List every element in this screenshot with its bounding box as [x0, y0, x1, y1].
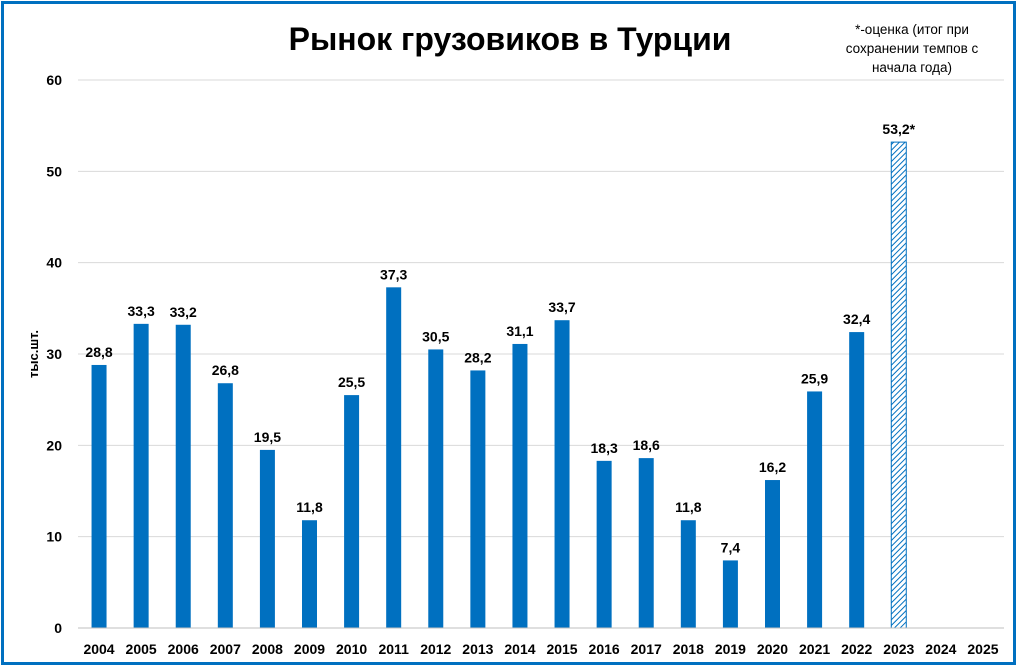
- data-label: 28,2: [464, 349, 491, 365]
- data-label: 32,4: [843, 311, 870, 327]
- data-label: 31,1: [506, 323, 533, 339]
- chart-title: Рынок грузовиков в Турции: [289, 21, 732, 57]
- y-tick-label: 20: [46, 437, 62, 453]
- y-tick-label: 50: [46, 163, 62, 179]
- x-axis-ticks: 2004 2005 2006 2007 2008 2009 2010 2011 2012 2013…: [83, 641, 998, 657]
- y-tick-label: 40: [46, 255, 62, 271]
- x-tick-label: 2023: [883, 641, 914, 657]
- y-axis-ticks: 0 10 20 30 40 50 60: [46, 72, 62, 636]
- bar: [638, 458, 654, 628]
- x-tick-label: 2021: [799, 641, 830, 657]
- x-tick-label: 2006: [168, 641, 199, 657]
- bar: [428, 349, 444, 628]
- data-label: 18,6: [633, 437, 660, 453]
- data-label: 18,3: [591, 440, 618, 456]
- bar: [302, 520, 317, 628]
- bar: [217, 383, 233, 628]
- x-tick-label: 2010: [336, 641, 367, 657]
- y-tick-label: 0: [54, 620, 62, 636]
- bar: [807, 391, 823, 628]
- x-tick-label: 2013: [462, 641, 493, 657]
- data-label: 11,8: [296, 499, 323, 515]
- y-axis-label: тыс.шт.: [26, 330, 41, 378]
- data-label: 25,5: [338, 374, 365, 390]
- data-label: 11,8: [675, 499, 702, 515]
- data-label: 33,3: [128, 303, 155, 319]
- x-tick-label: 2008: [252, 641, 283, 657]
- x-tick-label: 2024: [925, 641, 956, 657]
- data-label: 33,2: [170, 304, 197, 320]
- y-tick-label: 10: [46, 529, 62, 545]
- y-tick-label: 60: [46, 72, 62, 88]
- bar: [596, 460, 612, 628]
- data-labels: 28,8 33,3 33,2 26,8 19,5 11,8 25,5 37,3 30,5 28,2…: [85, 121, 915, 555]
- note-line: начала года): [872, 60, 952, 75]
- bar: [470, 370, 486, 628]
- bar: [91, 364, 107, 628]
- x-tick-label: 2005: [126, 641, 157, 657]
- x-tick-label: 2022: [841, 641, 872, 657]
- x-tick-label: 2025: [967, 641, 998, 657]
- estimate-note: *-оценка (итог при сохранении темпов с нач…: [846, 22, 979, 75]
- y-tick-label: 30: [46, 346, 62, 362]
- x-tick-label: 2017: [631, 641, 662, 657]
- x-tick-label: 2012: [420, 641, 451, 657]
- data-label: 30,5: [422, 328, 449, 344]
- data-label: 7,4: [721, 539, 741, 555]
- gridlines: [78, 79, 1004, 538]
- bar: [554, 320, 570, 628]
- x-tick-label: 2007: [210, 641, 241, 657]
- bar: [680, 520, 696, 628]
- x-tick-label: 2011: [378, 641, 409, 657]
- data-label: 25,9: [801, 370, 828, 386]
- bars: [91, 141, 907, 629]
- x-tick-label: 2019: [715, 641, 746, 657]
- data-label: 53,2*: [882, 121, 915, 137]
- data-label: 19,5: [254, 429, 281, 445]
- note-line: *-оценка (итог при: [855, 22, 969, 37]
- bar-estimate: [890, 141, 907, 629]
- x-tick-label: 2009: [294, 641, 325, 657]
- bar: [259, 449, 275, 628]
- bar: [512, 343, 528, 628]
- bar: [765, 480, 780, 628]
- bar: [133, 323, 149, 628]
- bar: [849, 332, 865, 628]
- x-tick-label: 2016: [589, 641, 620, 657]
- x-tick-label: 2018: [673, 641, 704, 657]
- note-line: сохранении темпов с: [846, 41, 979, 56]
- data-label: 26,8: [212, 362, 239, 378]
- bar: [344, 395, 360, 628]
- bar: [722, 560, 738, 628]
- data-label: 33,7: [548, 299, 575, 315]
- x-tick-label: 2015: [546, 641, 577, 657]
- data-label: 37,3: [380, 266, 407, 282]
- data-label: 28,8: [85, 344, 112, 360]
- x-tick-label: 2014: [504, 641, 535, 657]
- bar: [386, 287, 402, 628]
- x-tick-label: 2020: [757, 641, 788, 657]
- bar: [175, 324, 191, 628]
- x-tick-label: 2004: [83, 641, 114, 657]
- data-label: 16,2: [759, 459, 786, 475]
